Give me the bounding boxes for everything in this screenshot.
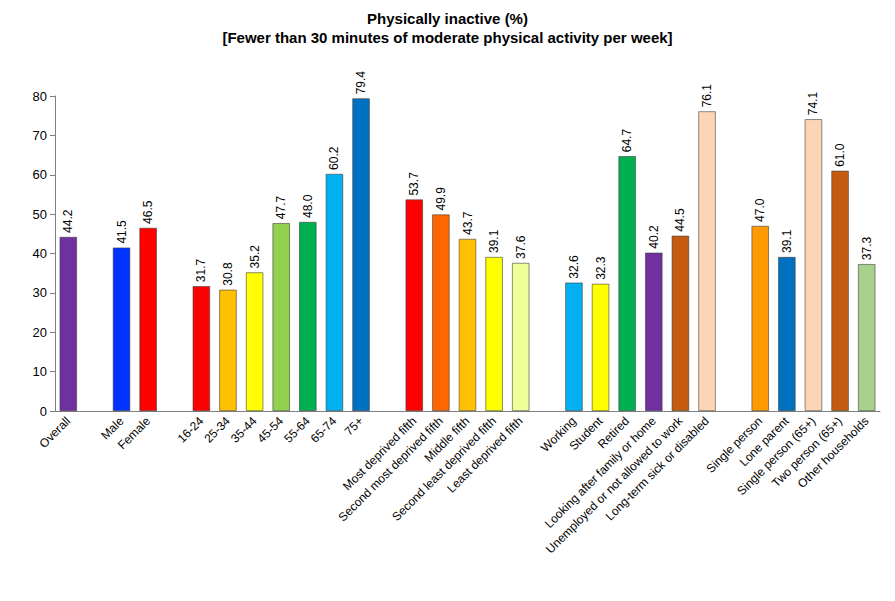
svg-text:Long-term sick or disabled: Long-term sick or disabled [603,414,712,523]
svg-text:41.5: 41.5 [115,220,129,244]
svg-text:Lone parent: Lone parent [736,414,792,470]
svg-text:46.5: 46.5 [141,200,155,224]
svg-text:[Fewer than 30 minutes of mode: [Fewer than 30 minutes of moderate physi… [222,29,672,46]
svg-text:74.1: 74.1 [806,92,820,116]
svg-text:Physically inactive (%): Physically inactive (%) [367,10,528,27]
svg-text:40: 40 [33,246,47,261]
svg-text:Overall: Overall [37,414,74,451]
svg-text:16-24: 16-24 [175,414,207,446]
svg-text:32.6: 32.6 [567,255,581,279]
svg-text:37.6: 37.6 [514,235,528,259]
svg-text:Unemployed or not allowed to w: Unemployed or not allowed to work [543,413,686,556]
svg-text:0: 0 [40,404,47,419]
svg-text:45-54: 45-54 [255,414,287,446]
svg-text:Least deprived fifth: Least deprived fifth [444,414,526,496]
svg-text:80: 80 [33,89,47,104]
svg-text:Middle fifth: Middle fifth [421,414,473,465]
svg-text:Single person (65+): Single person (65+) [734,414,819,499]
svg-text:50: 50 [33,207,47,222]
svg-text:60: 60 [33,167,47,182]
svg-text:20: 20 [33,325,47,340]
svg-text:Two person (65+): Two person (65+) [769,414,845,491]
svg-text:30.8: 30.8 [221,262,235,286]
svg-text:44.2: 44.2 [61,209,75,233]
svg-text:Working: Working [538,414,579,455]
svg-text:40.2: 40.2 [647,225,661,249]
svg-text:39.1: 39.1 [487,229,501,253]
svg-text:Student: Student [566,414,606,454]
svg-text:47.0: 47.0 [753,198,767,222]
svg-text:35-44: 35-44 [228,414,260,446]
svg-text:61.0: 61.0 [833,143,847,167]
svg-text:Second most deprived fifth: Second most deprived fifth [336,414,446,524]
svg-text:75+: 75+ [342,414,366,438]
svg-text:25-34: 25-34 [201,414,233,446]
svg-text:Most deprived fifth: Most deprived fifth [340,414,420,494]
svg-text:79.4: 79.4 [354,71,368,95]
svg-text:31.7: 31.7 [194,258,208,282]
svg-text:64.7: 64.7 [620,129,634,153]
svg-text:39.1: 39.1 [780,229,794,253]
svg-text:70: 70 [33,128,47,143]
svg-text:Other households: Other households [795,414,872,491]
svg-text:Looking after family or home: Looking after family or home [542,414,659,531]
svg-text:44.5: 44.5 [673,208,687,232]
svg-text:37.3: 37.3 [860,236,874,260]
svg-text:53.7: 53.7 [407,172,421,196]
svg-text:30: 30 [33,285,47,300]
svg-text:Retired: Retired [594,414,633,452]
svg-text:55-64: 55-64 [281,414,313,446]
svg-text:Second least deprived fifth: Second least deprived fifth [389,414,499,524]
svg-text:Female: Female [115,414,153,452]
svg-text:60.2: 60.2 [327,146,341,170]
svg-text:10: 10 [33,364,47,379]
svg-text:Male: Male [98,414,127,443]
svg-text:32.3: 32.3 [594,256,608,280]
svg-text:49.9: 49.9 [434,187,448,211]
svg-text:47.7: 47.7 [274,195,288,219]
svg-text:65-74: 65-74 [308,414,340,446]
svg-text:76.1: 76.1 [700,84,714,108]
svg-text:Single person: Single person [703,414,766,476]
svg-text:35.2: 35.2 [248,245,262,269]
svg-text:43.7: 43.7 [461,211,475,235]
svg-text:48.0: 48.0 [301,194,315,218]
